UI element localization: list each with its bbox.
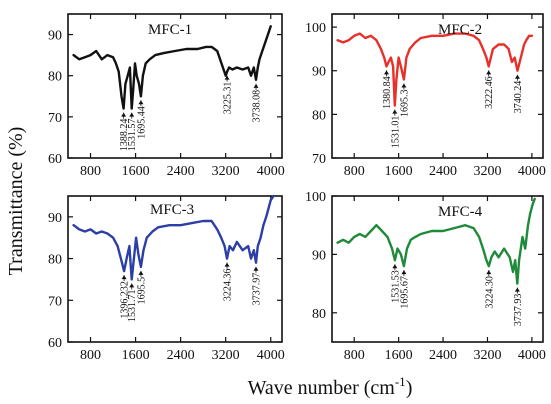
annotation-arrowhead bbox=[224, 262, 230, 267]
y-tick-label: 80 bbox=[312, 108, 326, 123]
panel-title: MFC-1 bbox=[148, 22, 192, 38]
peak-label: 1695.5 bbox=[136, 277, 147, 305]
spectrum-line bbox=[72, 25, 272, 110]
peak-label: 1695.44 bbox=[136, 106, 147, 138]
plot-frame bbox=[331, 195, 544, 343]
peak-label: 3738.08 bbox=[252, 90, 263, 123]
x-tick-label: 1600 bbox=[122, 164, 150, 179]
peak-label: 1380.84 bbox=[382, 76, 393, 109]
x-tick-label: 2400 bbox=[429, 348, 457, 363]
x-tick-label: 4000 bbox=[518, 164, 546, 179]
x-tick-label: 1600 bbox=[385, 164, 413, 179]
y-tick-label: 70 bbox=[48, 294, 62, 309]
x-tick-label: 800 bbox=[344, 348, 365, 363]
peak-label: 1531.53 bbox=[390, 270, 401, 303]
annotation-arrowhead bbox=[383, 70, 389, 75]
annotation-arrowhead bbox=[129, 112, 135, 117]
panel-title: MFC-3 bbox=[150, 202, 194, 218]
x-tick-label: 800 bbox=[80, 348, 101, 363]
panel-2: 800 1600 2400 3200 4000 70 80 90 100 MFC-2 1380.84… bbox=[305, 13, 546, 179]
y-tick-label: 100 bbox=[305, 190, 326, 205]
y-tick-label: 90 bbox=[312, 65, 326, 80]
x-axis-label-main: Wave number (cm bbox=[248, 377, 396, 399]
peak-label: 3737.97 bbox=[251, 273, 262, 306]
annotation-arrowhead bbox=[121, 275, 127, 280]
panel-3: 800 1600 2400 3200 4000 60 70 80 90 MFC-3 1396.232… bbox=[48, 194, 285, 363]
annotation-arrowhead bbox=[392, 109, 398, 114]
annotation-arrowhead bbox=[401, 83, 407, 88]
x-tick-label: 4000 bbox=[518, 348, 546, 363]
x-tick-label: 800 bbox=[344, 164, 365, 179]
peak-label: 3224.36 bbox=[223, 269, 234, 302]
peak-label: 3225.31 bbox=[223, 82, 234, 115]
y-tick-label: 70 bbox=[48, 111, 62, 126]
annotation-arrowhead bbox=[514, 74, 520, 79]
y-tick-label: 70 bbox=[312, 152, 326, 167]
annotation-arrowhead bbox=[401, 270, 407, 275]
x-tick-label: 3200 bbox=[212, 348, 240, 363]
plot-frame bbox=[67, 13, 283, 159]
x-tick-label: 3200 bbox=[212, 164, 240, 179]
annotation-arrowhead bbox=[486, 270, 492, 275]
x-tick-label: 1600 bbox=[122, 348, 150, 363]
panel-4: 800 1600 2400 3200 4000 80 90 100 MFC-4 1531.5316… bbox=[305, 190, 546, 363]
spectrum-line bbox=[72, 194, 275, 281]
peak-label: 1396.232 bbox=[120, 281, 131, 319]
annotation-arrowhead bbox=[392, 264, 398, 269]
annotation-arrowhead bbox=[138, 270, 144, 275]
x-tick-label: 2400 bbox=[167, 348, 195, 363]
x-tick-label: 2400 bbox=[167, 164, 195, 179]
y-tick-label: 80 bbox=[312, 307, 326, 322]
y-tick-label: 60 bbox=[48, 152, 62, 167]
peak-label: 1531.57 bbox=[127, 119, 138, 152]
y-tick-label: 90 bbox=[48, 29, 62, 44]
plot-frame bbox=[67, 195, 283, 343]
peak-label: 1388.24 bbox=[119, 119, 130, 152]
x-tick-label: 2400 bbox=[429, 164, 457, 179]
peak-label: 3224.30 bbox=[484, 276, 495, 309]
peak-label: 3737.93 bbox=[513, 294, 524, 327]
peak-label: 3740.24 bbox=[513, 81, 524, 114]
annotation-arrowhead bbox=[129, 283, 135, 288]
annotation-arrowhead bbox=[253, 83, 259, 88]
y-axis-label: Transmittance (%) bbox=[5, 127, 27, 276]
x-axis-label-close: ) bbox=[406, 377, 413, 399]
x-tick-label: 1600 bbox=[385, 348, 413, 363]
x-tick-label: 3200 bbox=[473, 164, 501, 179]
annotation-arrowhead bbox=[121, 112, 127, 117]
y-tick-label: 80 bbox=[48, 253, 62, 268]
peak-label: 1695.67 bbox=[399, 276, 410, 309]
spectrum-line bbox=[336, 197, 536, 285]
y-tick-label: 90 bbox=[312, 248, 326, 263]
peak-label: 1531.71 bbox=[127, 289, 138, 322]
panel-title: MFC-2 bbox=[438, 22, 482, 38]
peak-label: 3222.46 bbox=[484, 76, 495, 109]
peak-label: 1531.01 bbox=[390, 116, 401, 148]
y-tick-label: 100 bbox=[305, 21, 326, 36]
x-axis-label: Wave number (cm-1) bbox=[248, 374, 413, 399]
annotation-arrowhead bbox=[486, 70, 492, 75]
x-axis-label-superscript: -1 bbox=[395, 374, 406, 389]
panel-title: MFC-4 bbox=[438, 204, 483, 220]
x-tick-label: 4000 bbox=[257, 348, 285, 363]
y-tick-label: 60 bbox=[48, 336, 62, 351]
peak-label: 1695.3 bbox=[399, 89, 410, 117]
x-tick-label: 3200 bbox=[473, 348, 501, 363]
annotation-arrowhead bbox=[138, 100, 144, 105]
y-tick-label: 90 bbox=[48, 211, 62, 226]
annotation-arrowhead bbox=[224, 75, 230, 80]
plot-frame bbox=[331, 13, 544, 159]
y-tick-label: 80 bbox=[48, 70, 62, 85]
annotation-arrowhead bbox=[514, 287, 520, 292]
x-tick-label: 4000 bbox=[257, 164, 285, 179]
x-tick-label: 800 bbox=[80, 164, 101, 179]
spectrum-line bbox=[336, 32, 534, 107]
annotation-arrowhead bbox=[253, 266, 259, 271]
